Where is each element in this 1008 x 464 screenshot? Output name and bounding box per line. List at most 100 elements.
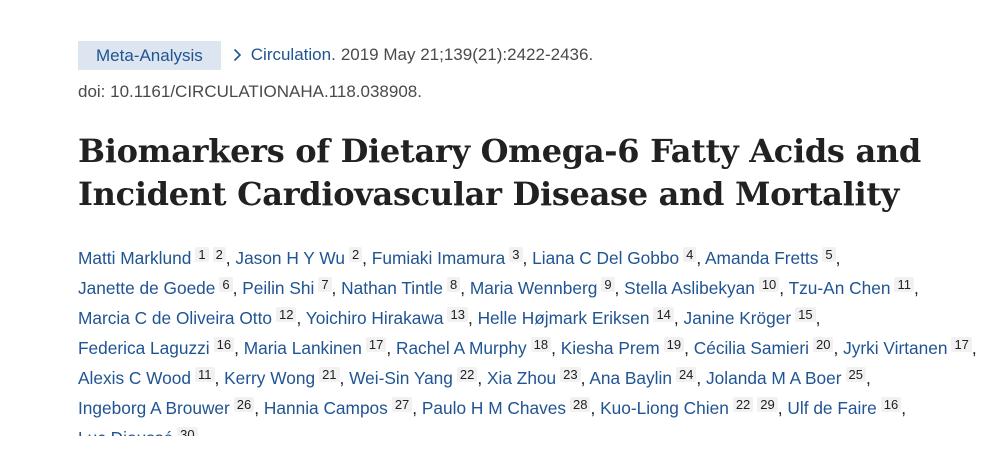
journal-name[interactable]: Circulation. (250, 45, 336, 64)
affiliation-number[interactable]: 1 (195, 247, 209, 262)
affiliation-number[interactable]: 8 (447, 277, 461, 292)
affiliation-number[interactable]: 9 (601, 277, 615, 292)
author-name-link[interactable]: Xia Zhou (487, 368, 557, 388)
doi-text: doi: 10.1161/CIRCULATIONAHA.118.038908. (78, 82, 422, 101)
author-name-link[interactable]: Nathan Tintle (341, 278, 444, 298)
author-separator: , (815, 308, 821, 328)
affiliation-number[interactable]: 29 (757, 397, 778, 412)
author-name-link[interactable]: Ana Baylin (589, 368, 672, 388)
author-item: Kerry Wong 21, (224, 367, 345, 388)
author-name-link[interactable]: Stella Aslibekyan (624, 278, 755, 298)
journal-link[interactable]: Circulation. (233, 45, 336, 65)
author-name-link[interactable]: Maria Wennberg (469, 278, 598, 298)
author-separator: , (460, 278, 466, 298)
author-name-link[interactable]: Kerry Wong (224, 368, 316, 388)
author-name-link[interactable]: Jyrki Virtanen (843, 338, 948, 358)
author-name-link[interactable]: Rachel A Murphy (395, 338, 527, 358)
author-name-link[interactable]: Jolanda M A Boer (706, 368, 842, 388)
affiliation-number[interactable]: 18 (530, 337, 552, 352)
author-separator: , (590, 398, 596, 418)
author-separator: , (913, 278, 919, 298)
author-name-link[interactable]: Peilin Shi (242, 278, 315, 298)
author-name-link[interactable]: Cécilia Samieri (693, 338, 809, 358)
author-item: Tzu-An Chen 11, (788, 277, 919, 298)
author-name-link[interactable]: Tzu-An Chen (788, 278, 891, 298)
affiliation-number[interactable]: 30 (177, 427, 198, 436)
author-item: Xia Zhou 23, (487, 367, 586, 388)
affiliation-number[interactable]: 13 (447, 307, 468, 322)
authors-list: Matti Marklund 1 2, Jason H Y Wu 2, Fumiaki… (78, 243, 978, 436)
author-name-link[interactable]: Alexis C Wood (78, 368, 192, 388)
author-name-link[interactable]: Helle Højmark Eriksen (477, 308, 650, 328)
author-name-link[interactable]: Amanda Fretts (705, 248, 819, 268)
affiliation-number[interactable]: 20 (812, 337, 834, 352)
author-name-link[interactable]: Luc Djoussé (78, 428, 173, 436)
affiliation-number[interactable]: 26 (233, 397, 255, 412)
affiliation-number[interactable]: 28 (569, 397, 591, 412)
affiliation-number[interactable]: 17 (365, 337, 387, 352)
author-name-link[interactable]: Kuo-Liong Chien (600, 398, 729, 418)
author-separator: , (254, 398, 260, 418)
author-separator: , (339, 368, 345, 388)
author-name-link[interactable]: Janine Kröger (683, 308, 792, 328)
affiliation-number[interactable]: 14 (653, 307, 674, 322)
citation-details: 2019 May 21;139(21):2422-2436. (340, 45, 594, 64)
affiliation-number[interactable]: 7 (318, 277, 332, 292)
affiliation-number[interactable]: 2 (212, 247, 226, 262)
author-separator: , (234, 338, 239, 358)
affiliation-number[interactable]: 12 (276, 307, 297, 322)
affiliation-number[interactable]: 6 (219, 277, 233, 292)
affiliation-number[interactable]: 19 (663, 337, 685, 352)
author-item: Paulo H M Chaves 28, (421, 397, 596, 418)
author-item: Marcia C de Oliveira Otto 12, (78, 307, 301, 328)
author-name-link[interactable]: Yoichiro Hirakawa (305, 308, 444, 328)
author-name-link[interactable]: Kiesha Prem (560, 338, 660, 358)
author-name-link[interactable]: Hannia Campos (263, 398, 388, 418)
author-separator: , (477, 368, 483, 388)
affiliation-number[interactable]: 11 (894, 277, 914, 292)
author-name-link[interactable]: Jason H Y Wu (235, 248, 345, 268)
author-name-link[interactable]: Liana C Del Gobbo (532, 248, 680, 268)
author-separator: , (580, 368, 586, 388)
author-name-link[interactable]: Fumiaki Imamura (371, 248, 506, 268)
affiliation-number[interactable]: 16 (213, 337, 235, 352)
author-name-link[interactable]: Paulo H M Chaves (421, 398, 566, 418)
author-item: Kiesha Prem 19, (560, 337, 689, 358)
affiliation-number[interactable]: 23 (560, 367, 581, 382)
affiliation-number[interactable]: 25 (845, 367, 866, 382)
author-item: Yoichiro Hirakawa 13, (305, 307, 473, 328)
affiliation-number[interactable]: 22 (456, 367, 478, 382)
author-separator: , (865, 368, 871, 388)
author-item: Rachel A Murphy 18, (395, 337, 556, 358)
affiliation-number[interactable]: 27 (391, 397, 413, 412)
affiliation-number[interactable]: 16 (880, 397, 902, 412)
affiliation-number[interactable]: 15 (795, 307, 816, 322)
author-name-link[interactable]: Maria Lankinen (243, 338, 362, 358)
author-item: Ana Baylin 24, (589, 367, 701, 388)
author-name-link[interactable]: Ingeborg A Brouwer (78, 398, 230, 418)
affiliation-number[interactable]: 2 (348, 247, 363, 262)
chevron-right-icon (233, 48, 241, 62)
affiliation-number[interactable]: 10 (758, 277, 780, 292)
author-separator: , (777, 398, 783, 418)
affiliation-number[interactable]: 22 (732, 397, 754, 412)
author-name-link[interactable]: Janette de Goede (78, 278, 216, 298)
affiliation-number[interactable]: 21 (319, 367, 340, 382)
author-name-link[interactable]: Matti Marklund (78, 248, 192, 268)
author-separator: , (833, 338, 839, 358)
author-item: Federica Laguzzi 16, (78, 337, 239, 358)
author-name-link[interactable]: Marcia C de Oliveira Otto (78, 308, 272, 328)
author-item: Kuo-Liong Chien 22 29, (600, 397, 783, 418)
affiliation-number[interactable]: 11 (195, 367, 215, 382)
author-item: Maria Lankinen 17, (243, 337, 391, 358)
affiliation-number[interactable]: 3 (509, 247, 523, 262)
affiliation-number[interactable]: 17 (951, 337, 972, 352)
author-name-link[interactable]: Federica Laguzzi (78, 338, 210, 358)
affiliation-number[interactable]: 24 (675, 367, 697, 382)
author-name-link[interactable]: Ulf de Faire (787, 398, 877, 418)
author-separator: , (214, 368, 220, 388)
affiliation-number[interactable]: 5 (822, 247, 836, 262)
author-item: Jyrki Virtanen 17, (843, 337, 977, 358)
author-name-link[interactable]: Wei-Sin Yang (349, 368, 453, 388)
affiliation-number[interactable]: 4 (683, 247, 697, 262)
